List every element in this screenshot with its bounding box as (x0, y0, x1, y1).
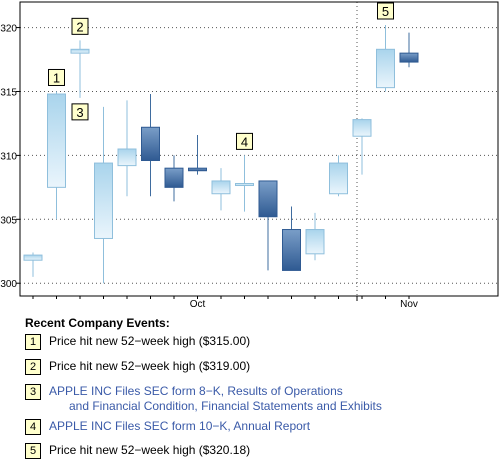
event-markers: 1 2 3 4 5 (48, 2, 394, 150)
event-number-badge: 3 (25, 384, 41, 400)
event-marker-label: 4 (241, 134, 248, 149)
event-text: Price hit new 52−week high ($320.18) (49, 443, 251, 457)
candle-body (352, 119, 372, 137)
y-tick-label: 305 (0, 215, 17, 226)
event-marker-label: 1 (53, 70, 60, 85)
x-tick-label: Nov (400, 299, 418, 310)
candle-body (305, 229, 325, 255)
price-chart: 1 2 3 4 5 300 305 310 315 320 Oct Nov (0, 1, 499, 310)
event-marker-label: 3 (76, 105, 83, 120)
candle-body (164, 167, 184, 188)
candle-body (399, 52, 419, 63)
candle-body (94, 162, 113, 239)
event-text: Price hit new 52−week high ($319.00) (49, 359, 251, 373)
candle-body (211, 180, 231, 195)
event-link-continued[interactable]: and Financial Condition, Financial State… (69, 399, 382, 413)
candle-body (117, 148, 137, 167)
y-tick-label: 300 (0, 279, 17, 290)
event-number-badge: 1 (25, 334, 41, 350)
candle-body (188, 167, 207, 172)
candle-body (141, 126, 160, 162)
event-link[interactable]: APPLE INC Files SEC form 10−K, Annual Re… (49, 419, 311, 433)
event-marker-2: 2 (71, 17, 89, 35)
event-marker-label: 5 (382, 4, 389, 19)
grid (20, 2, 498, 296)
event-marker-4: 4 (236, 132, 253, 150)
event-number-badge: 4 (25, 419, 41, 435)
event-link[interactable]: APPLE INC Files SEC form 8−K, Results of… (49, 384, 343, 398)
plot-frame (19, 1, 499, 297)
event-text: Price hit new 52−week high ($315.00) (49, 334, 251, 348)
candle-body (47, 93, 66, 188)
event-marker-3: 3 (71, 103, 89, 121)
candle-body (329, 162, 348, 195)
candles (23, 25, 419, 284)
y-tick-label: 315 (0, 87, 17, 98)
x-tick-label: Oct (190, 299, 206, 310)
event-marker-box (377, 2, 394, 20)
y-tick-label: 320 (0, 24, 17, 35)
events-title: Recent Company Events: (25, 316, 170, 330)
event-number-badge: 2 (25, 359, 41, 375)
event-marker-box (71, 103, 89, 121)
candle-body (235, 183, 254, 187)
event-marker-label: 2 (76, 19, 83, 34)
candle-body (23, 254, 43, 261)
event-number-badge: 5 (25, 443, 41, 459)
candle-body (70, 48, 90, 54)
candle-body (282, 229, 301, 271)
event-marker-5: 5 (377, 2, 394, 20)
event-marker-1: 1 (48, 68, 65, 86)
event-marker-box (71, 17, 89, 35)
y-tick-label: 310 (0, 151, 17, 162)
candle-body (258, 180, 278, 218)
candle-body (376, 48, 395, 89)
event-marker-box (236, 132, 253, 150)
event-marker-box (48, 68, 65, 86)
